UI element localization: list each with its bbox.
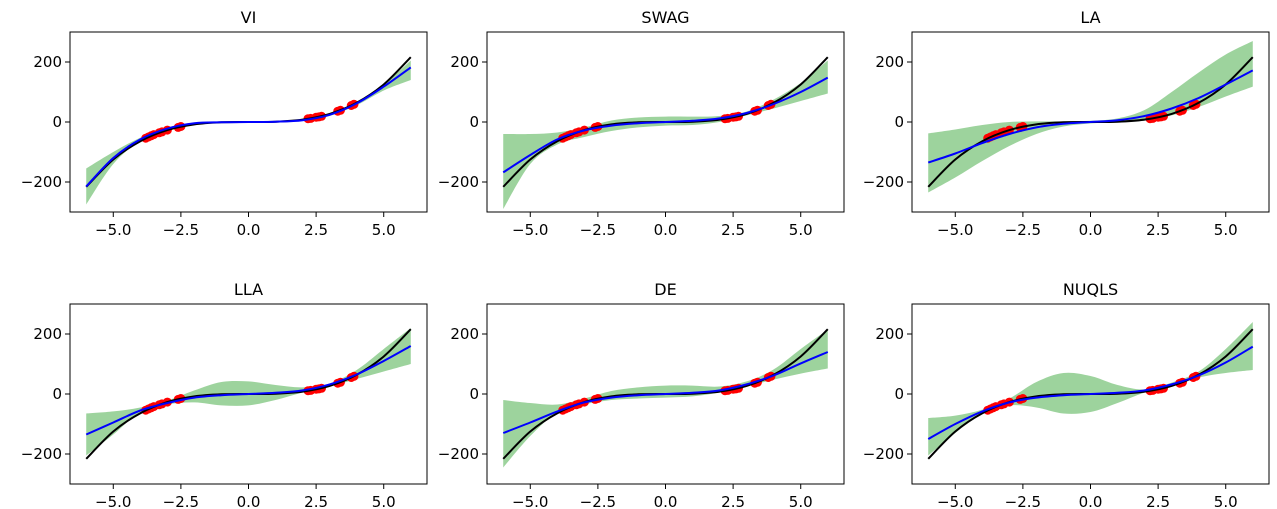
x-tick-label: 0.0 bbox=[654, 221, 678, 239]
x-tick-label: 2.5 bbox=[1146, 221, 1170, 239]
predictive-mean-line bbox=[927, 345, 1254, 440]
x-tick-label: 5.0 bbox=[372, 221, 396, 239]
x-tick-label: −2.5 bbox=[163, 221, 199, 239]
subplot-title: SWAG bbox=[641, 8, 689, 27]
y-tick-label: −200 bbox=[863, 445, 904, 463]
plot-area bbox=[85, 56, 412, 205]
subplot-title: VI bbox=[241, 8, 257, 27]
subplot-lla: −5.0 −2.5 0.0 2.5 5.0 −200 0 200 LLA bbox=[21, 280, 428, 509]
x-tick-label: −5.0 bbox=[512, 221, 548, 239]
x-tick-label: 0.0 bbox=[1079, 221, 1103, 239]
uncertainty-band bbox=[86, 328, 411, 456]
plot-area bbox=[927, 41, 1254, 193]
x-tick-label: −5.0 bbox=[937, 493, 973, 509]
uncertainty-band bbox=[86, 60, 411, 205]
plot-area bbox=[502, 56, 829, 209]
predictive-mean-line bbox=[85, 345, 412, 436]
x-tick-label: −5.0 bbox=[937, 221, 973, 239]
y-tick-label: 200 bbox=[33, 53, 62, 71]
y-tick-label: 200 bbox=[875, 325, 904, 343]
x-tick-label: 0.0 bbox=[237, 493, 261, 509]
x-tick-label: 5.0 bbox=[789, 221, 813, 239]
y-tick-label: 0 bbox=[469, 113, 479, 131]
x-tick-label: −2.5 bbox=[580, 493, 616, 509]
x-tick-label: 2.5 bbox=[1146, 493, 1170, 509]
y-tick-label: 0 bbox=[52, 385, 62, 403]
x-tick-label: 2.5 bbox=[304, 221, 328, 239]
x-tick-label: −2.5 bbox=[1005, 493, 1041, 509]
x-tick-label: −2.5 bbox=[163, 493, 199, 509]
predictive-mean-line bbox=[502, 351, 829, 434]
y-tick-label: 200 bbox=[33, 325, 62, 343]
x-tick-label: 2.5 bbox=[721, 493, 745, 509]
uncertainty-band bbox=[503, 60, 828, 209]
x-tick-label: −2.5 bbox=[580, 221, 616, 239]
plot-area bbox=[927, 322, 1254, 460]
x-tick-label: 0.0 bbox=[1079, 493, 1103, 509]
y-tick-label: 200 bbox=[450, 325, 479, 343]
predictive-mean-line bbox=[85, 66, 412, 188]
subplot-title: NUQLS bbox=[1063, 280, 1118, 299]
predictive-mean-line bbox=[927, 69, 1254, 164]
x-tick-label: 2.5 bbox=[304, 493, 328, 509]
x-tick-label: 5.0 bbox=[372, 493, 396, 509]
subplot-title: LLA bbox=[234, 280, 263, 299]
uncertainty-band bbox=[928, 41, 1253, 193]
x-tick-label: 0.0 bbox=[654, 493, 678, 509]
x-tick-label: 5.0 bbox=[1214, 493, 1238, 509]
x-tick-label: 5.0 bbox=[789, 493, 813, 509]
subplot-swag: −5.0 −2.5 0.0 2.5 5.0 −200 0 200 SWAG bbox=[438, 8, 845, 239]
y-tick-label: 0 bbox=[894, 113, 904, 131]
y-tick-label: 0 bbox=[894, 385, 904, 403]
x-tick-label: −5.0 bbox=[95, 221, 131, 239]
y-tick-label: 0 bbox=[469, 385, 479, 403]
predictive-mean-line bbox=[502, 76, 829, 174]
y-tick-label: −200 bbox=[21, 173, 62, 191]
uncertainty-band bbox=[928, 322, 1253, 456]
subplot-nuqls: −5.0 −2.5 0.0 2.5 5.0 −200 0 200 NUQLS bbox=[863, 280, 1270, 509]
subplot-title: LA bbox=[1080, 8, 1100, 27]
y-tick-label: 0 bbox=[52, 113, 62, 131]
subplot-de: −5.0 −2.5 0.0 2.5 5.0 −200 0 200 DE bbox=[438, 280, 845, 509]
subplot-title: DE bbox=[654, 280, 676, 299]
x-tick-label: 0.0 bbox=[237, 221, 261, 239]
y-tick-label: −200 bbox=[21, 445, 62, 463]
y-tick-label: 200 bbox=[875, 53, 904, 71]
x-tick-label: 5.0 bbox=[1214, 221, 1238, 239]
x-tick-label: −2.5 bbox=[1005, 221, 1041, 239]
x-tick-label: 2.5 bbox=[721, 221, 745, 239]
y-tick-label: −200 bbox=[438, 173, 479, 191]
subplot-la: −5.0 −2.5 0.0 2.5 5.0 −200 0 200 LA bbox=[863, 8, 1270, 239]
y-tick-label: −200 bbox=[438, 445, 479, 463]
plot-area bbox=[85, 328, 412, 460]
plot-area bbox=[502, 328, 829, 468]
y-tick-label: 200 bbox=[450, 53, 479, 71]
subplot-vi: −5.0 −2.5 0.0 2.5 5.0 −200 0 200 VI bbox=[21, 8, 428, 239]
y-tick-label: −200 bbox=[863, 173, 904, 191]
uncertainty-band bbox=[503, 329, 828, 468]
x-tick-label: −5.0 bbox=[95, 493, 131, 509]
x-tick-label: −5.0 bbox=[512, 493, 548, 509]
